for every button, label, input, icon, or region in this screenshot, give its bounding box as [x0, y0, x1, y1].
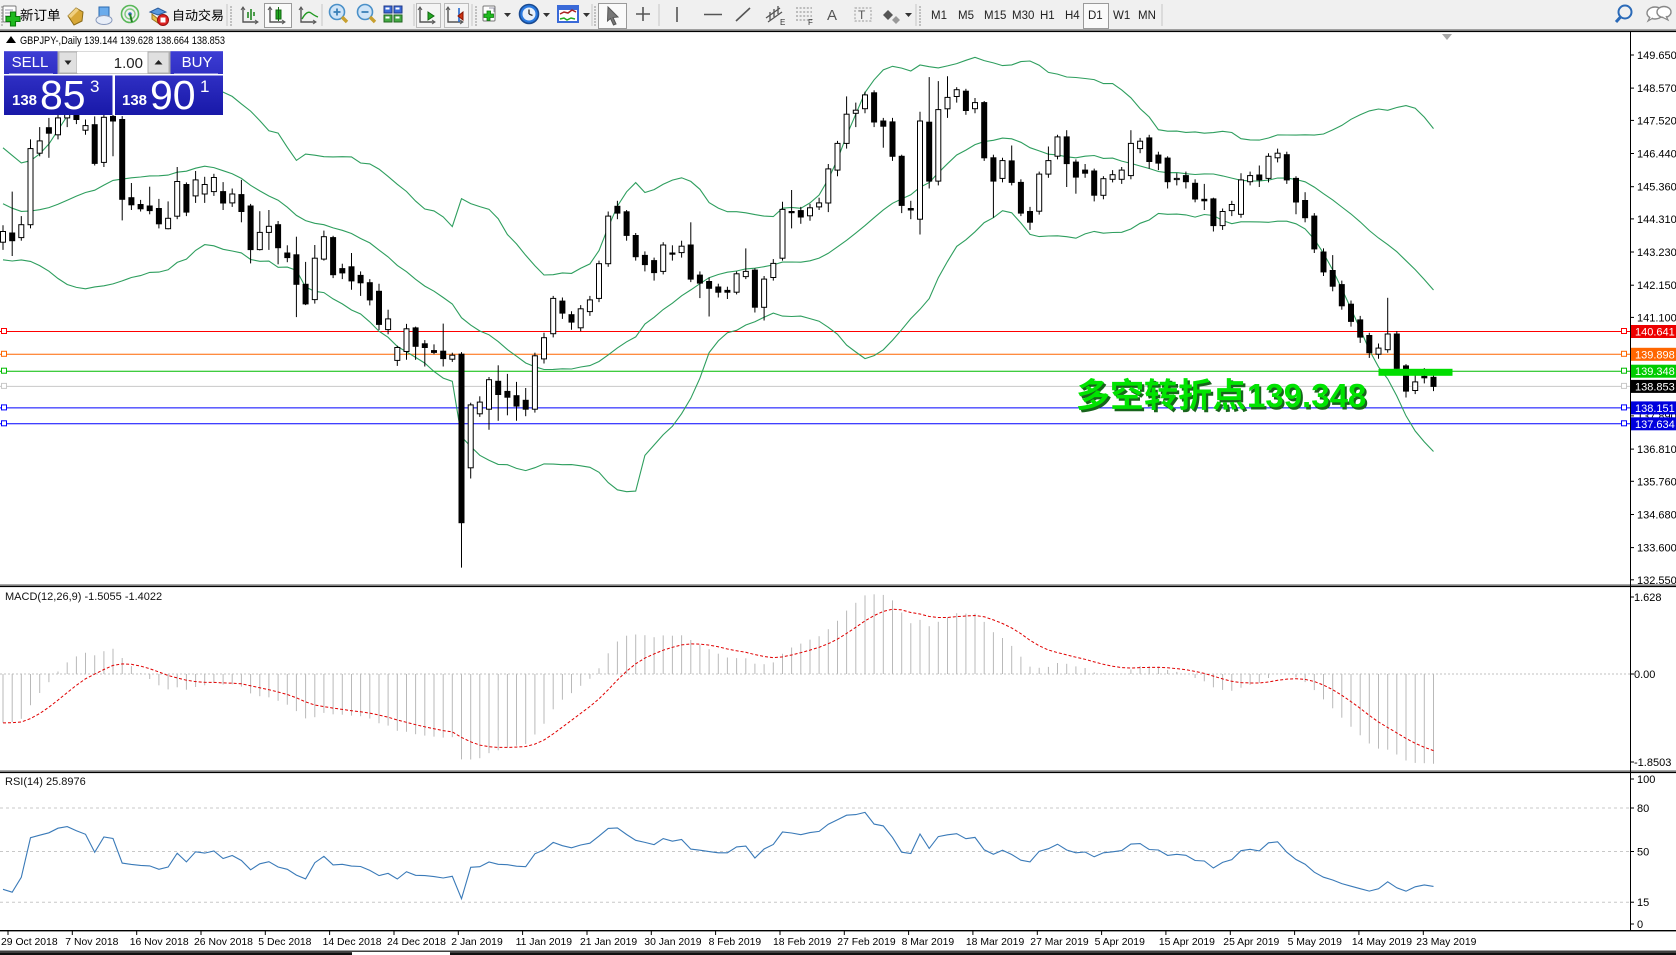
svg-text:50: 50 [1637, 847, 1649, 859]
svg-text:141.100: 141.100 [1637, 312, 1676, 324]
svg-text:27 Feb 2019: 27 Feb 2019 [837, 937, 896, 948]
svg-text:H1: H1 [1040, 10, 1055, 22]
svg-text:15: 15 [1637, 897, 1649, 909]
svg-text:149.650: 149.650 [1637, 50, 1676, 62]
svg-text:142.150: 142.150 [1637, 280, 1676, 292]
svg-text:90: 90 [150, 72, 196, 118]
svg-text:1.00: 1.00 [114, 55, 143, 72]
svg-text:8 Mar 2019: 8 Mar 2019 [902, 937, 955, 948]
svg-text:14 Dec 2018: 14 Dec 2018 [323, 937, 382, 948]
svg-text:A: A [827, 7, 837, 24]
svg-text:GBPJPY-,Daily 139.144 139.628: GBPJPY-,Daily 139.144 139.628 138.664 13… [20, 35, 225, 47]
svg-text:140.641: 140.641 [1635, 327, 1675, 339]
svg-text:W1: W1 [1113, 10, 1130, 22]
svg-text:3: 3 [90, 77, 99, 96]
svg-text:5 May 2019: 5 May 2019 [1288, 937, 1343, 948]
svg-text:5 Apr 2019: 5 Apr 2019 [1095, 937, 1145, 948]
svg-text:138.151: 138.151 [1635, 403, 1675, 415]
svg-text:147.520: 147.520 [1637, 115, 1676, 127]
svg-text:0: 0 [1637, 919, 1643, 931]
svg-text:25 Apr 2019: 25 Apr 2019 [1223, 937, 1279, 948]
svg-text:F: F [808, 18, 813, 27]
svg-text:135.760: 135.760 [1637, 476, 1676, 488]
svg-text:RSI(14) 25.8976: RSI(14) 25.8976 [5, 776, 86, 788]
svg-text:138: 138 [122, 92, 147, 109]
svg-text:148.570: 148.570 [1637, 83, 1676, 95]
svg-text:1: 1 [200, 77, 209, 96]
svg-text:15 Apr 2019: 15 Apr 2019 [1159, 937, 1215, 948]
svg-text:MACD(12,26,9) -1.5055 -1.4022: MACD(12,26,9) -1.5055 -1.4022 [5, 591, 162, 603]
svg-text:0.00: 0.00 [1634, 669, 1655, 681]
svg-text:138.853: 138.853 [1635, 381, 1675, 393]
svg-text:SELL: SELL [12, 54, 49, 71]
svg-text:7 Nov 2018: 7 Nov 2018 [65, 937, 118, 948]
svg-text:136.810: 136.810 [1637, 444, 1676, 456]
svg-text:E: E [780, 18, 785, 27]
svg-text:BUY: BUY [182, 54, 213, 71]
svg-text:143.230: 143.230 [1637, 247, 1676, 259]
svg-text:26 Nov 2018: 26 Nov 2018 [194, 937, 253, 948]
svg-text:100: 100 [1637, 774, 1655, 786]
svg-text:18 Mar 2019: 18 Mar 2019 [966, 937, 1025, 948]
svg-text:29 Oct 2018: 29 Oct 2018 [1, 937, 58, 948]
svg-text:18 Feb 2019: 18 Feb 2019 [773, 937, 832, 948]
svg-text:139.348: 139.348 [1635, 366, 1675, 378]
svg-text:139.348: 139.348 [1249, 379, 1368, 416]
svg-text:80: 80 [1637, 803, 1649, 815]
svg-text:M1: M1 [931, 10, 947, 22]
svg-text:144.310: 144.310 [1637, 214, 1676, 226]
svg-text:T: T [858, 8, 866, 22]
svg-text:5 Dec 2018: 5 Dec 2018 [258, 937, 311, 948]
svg-text:M15: M15 [984, 10, 1006, 22]
svg-text:27 Mar 2019: 27 Mar 2019 [1030, 937, 1089, 948]
svg-text:139.898: 139.898 [1635, 349, 1675, 361]
svg-text:14 May 2019: 14 May 2019 [1352, 937, 1412, 948]
svg-text:85: 85 [40, 72, 86, 118]
svg-text:146.440: 146.440 [1637, 149, 1676, 161]
svg-text:D1: D1 [1088, 10, 1103, 22]
svg-text:M5: M5 [958, 10, 974, 22]
svg-text:1.628: 1.628 [1634, 592, 1662, 604]
svg-text:8 Feb 2019: 8 Feb 2019 [709, 937, 762, 948]
svg-text:21 Jan 2019: 21 Jan 2019 [580, 937, 637, 948]
svg-text:M30: M30 [1012, 10, 1034, 22]
svg-text:-1.8503: -1.8503 [1634, 757, 1671, 769]
svg-text:134.680: 134.680 [1637, 510, 1676, 522]
svg-text:138: 138 [12, 92, 37, 109]
svg-text:132.550: 132.550 [1637, 575, 1676, 587]
svg-text:139.348: 139.348 [1247, 377, 1366, 414]
svg-text:16 Nov 2018: 16 Nov 2018 [130, 937, 189, 948]
svg-text:2 Jan 2019: 2 Jan 2019 [451, 937, 503, 948]
svg-text:H4: H4 [1065, 10, 1080, 22]
svg-text:145.360: 145.360 [1637, 182, 1676, 194]
svg-text:MN: MN [1138, 10, 1156, 22]
svg-text:23 May 2019: 23 May 2019 [1416, 937, 1476, 948]
svg-text:24 Dec 2018: 24 Dec 2018 [387, 937, 446, 948]
svg-text:133.600: 133.600 [1637, 543, 1676, 555]
svg-text:137.634: 137.634 [1635, 419, 1675, 431]
svg-text:11 Jan 2019: 11 Jan 2019 [516, 937, 573, 948]
svg-text:30 Jan 2019: 30 Jan 2019 [644, 937, 701, 948]
